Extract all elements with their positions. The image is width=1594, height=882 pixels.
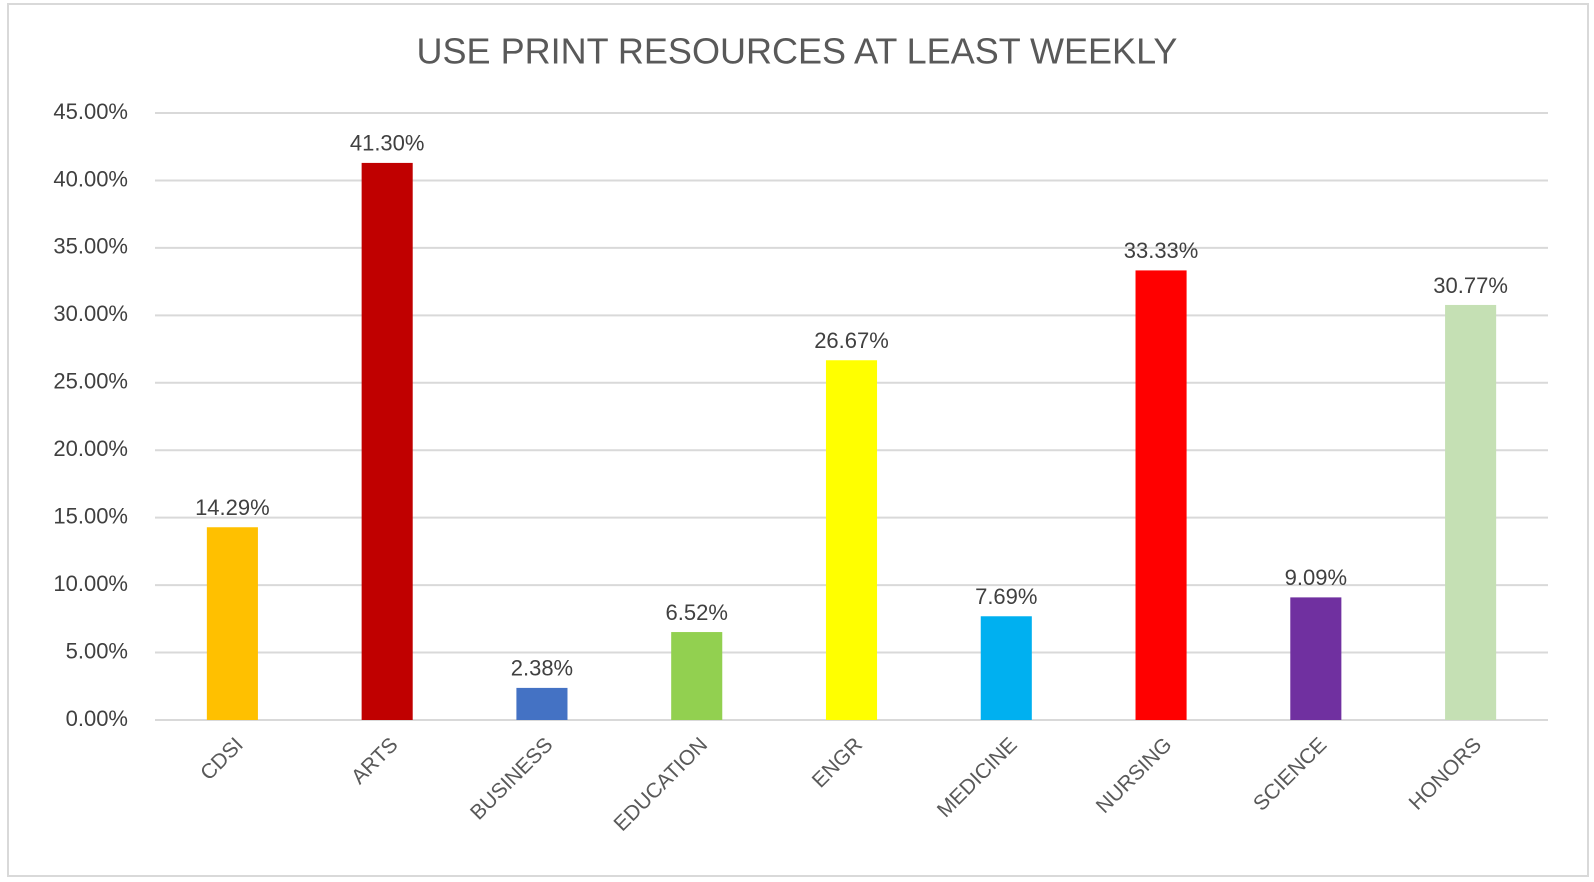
y-tick-label: 45.00%: [53, 99, 128, 124]
value-label: 9.09%: [1285, 565, 1347, 590]
value-label: 6.52%: [666, 600, 728, 625]
y-tick-label: 10.00%: [53, 571, 128, 596]
value-label: 33.33%: [1124, 238, 1199, 263]
bar: [206, 527, 258, 720]
y-tick-label: 30.00%: [53, 301, 128, 326]
y-tick-label: 35.00%: [53, 234, 128, 259]
value-label: 7.69%: [975, 584, 1037, 609]
y-tick-label: 0.00%: [66, 706, 128, 731]
bar: [1445, 304, 1497, 720]
chart-border: [7, 3, 1589, 877]
chart-title: USE PRINT RESOURCES AT LEAST WEEKLY: [417, 31, 1178, 72]
value-label: 41.30%: [350, 131, 425, 156]
bar: [825, 360, 878, 720]
value-label: 14.29%: [195, 495, 270, 520]
y-tick-label: 20.00%: [53, 436, 128, 461]
bar: [671, 632, 723, 720]
y-tick-label: 25.00%: [53, 369, 128, 394]
bar: [1135, 270, 1187, 720]
y-tick-label: 15.00%: [53, 503, 128, 528]
bar: [516, 687, 568, 720]
value-label: 2.38%: [511, 656, 573, 681]
bar: [1290, 597, 1342, 720]
bar: [980, 616, 1032, 720]
y-tick-label: 40.00%: [53, 166, 128, 191]
y-tick-label: 5.00%: [66, 638, 128, 663]
value-label: 26.67%: [814, 328, 889, 353]
bar: [361, 162, 413, 721]
value-label: 30.77%: [1433, 273, 1508, 298]
